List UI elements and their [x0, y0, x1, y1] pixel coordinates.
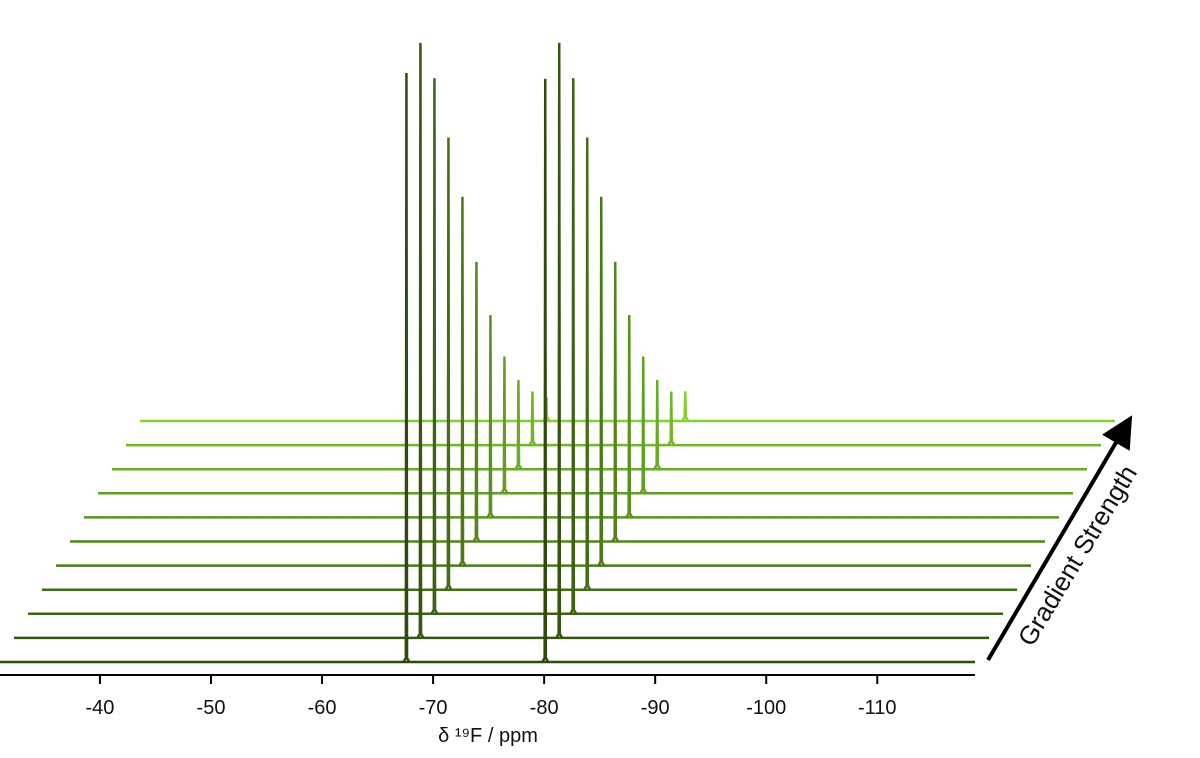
peak — [639, 356, 648, 494]
peak — [528, 391, 537, 446]
peak — [667, 391, 676, 446]
peak — [486, 315, 495, 519]
x-tick-label: -70 — [419, 697, 448, 719]
x-tick-label: -100 — [746, 697, 786, 719]
peak — [402, 72, 411, 663]
depth-label: Gradient Strength — [1012, 460, 1143, 651]
peak — [555, 42, 564, 639]
peak — [500, 356, 509, 494]
peak — [430, 78, 439, 615]
x-tick-label: -80 — [530, 697, 559, 719]
x-tick-label: -50 — [197, 697, 226, 719]
peak — [597, 196, 606, 567]
x-tick-label: -60 — [308, 697, 337, 719]
peak — [444, 137, 453, 591]
peak — [681, 391, 690, 422]
peak — [472, 261, 481, 543]
x-tick-label: -40 — [85, 697, 114, 719]
traces — [0, 42, 1115, 664]
peak — [458, 196, 467, 567]
peak — [514, 379, 523, 470]
peak — [653, 379, 662, 470]
x-axis-label: δ ¹⁹F / ppm — [438, 725, 538, 747]
x-tick-label: -110 — [858, 697, 897, 719]
peak — [541, 78, 550, 663]
x-tick-label: -90 — [641, 697, 670, 719]
peak — [569, 78, 578, 615]
peak — [611, 261, 620, 543]
peak — [583, 137, 592, 591]
peak — [416, 42, 425, 639]
depth-arrow — [986, 415, 1133, 662]
peak — [625, 315, 634, 519]
